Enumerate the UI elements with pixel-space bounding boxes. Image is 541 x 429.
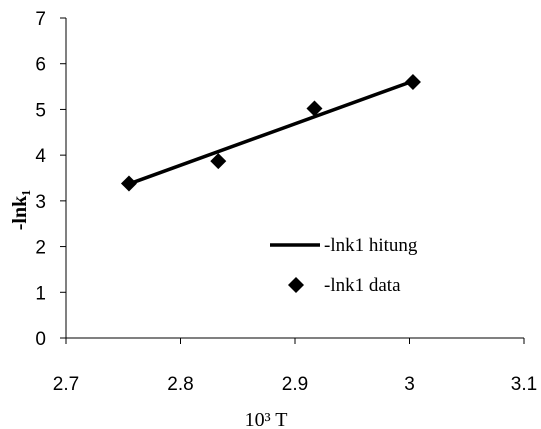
y-ticks: 0 1 2 3 4 5 6 7 — [35, 9, 66, 350]
y-tick-label: 2 — [35, 238, 46, 259]
series-layer — [120, 74, 421, 192]
x-tick-label: 2.8 — [167, 374, 193, 395]
x-tick-label: 3 — [404, 374, 415, 395]
data-point — [306, 100, 323, 117]
x-tick-label: 2.7 — [53, 374, 79, 395]
legend: -lnk1 hitung -lnk1 data — [270, 235, 418, 296]
y-tick-label: 6 — [35, 55, 46, 76]
data-point — [404, 74, 421, 90]
x-tick-label: 3.1 — [511, 374, 537, 395]
y-axis-label: -lnk₁ — [9, 190, 31, 230]
y-tick-label: 5 — [35, 100, 46, 121]
plot-area: 0 1 2 3 4 5 6 7 2.7 2.8 2.9 3 3.1 — [35, 9, 537, 395]
legend-label-data: -lnk1 data — [324, 275, 401, 296]
y-tick-label: 1 — [35, 283, 46, 304]
y-tick-label: 0 — [35, 329, 46, 350]
legend-diamond-swatch — [288, 277, 304, 293]
x-ticks: 2.7 2.8 2.9 3 3.1 — [53, 338, 537, 395]
y-tick-label: 7 — [35, 9, 46, 30]
data-point — [120, 175, 137, 192]
x-tick-label: 2.9 — [282, 374, 308, 395]
x-axis-label: 10³ T — [245, 409, 288, 429]
legend-label-hitung: -lnk1 hitung — [324, 235, 418, 256]
y-tick-label: 3 — [35, 192, 46, 213]
data-point — [210, 153, 227, 170]
y-tick-label: 4 — [35, 146, 46, 167]
series-line-hitung — [128, 79, 414, 186]
